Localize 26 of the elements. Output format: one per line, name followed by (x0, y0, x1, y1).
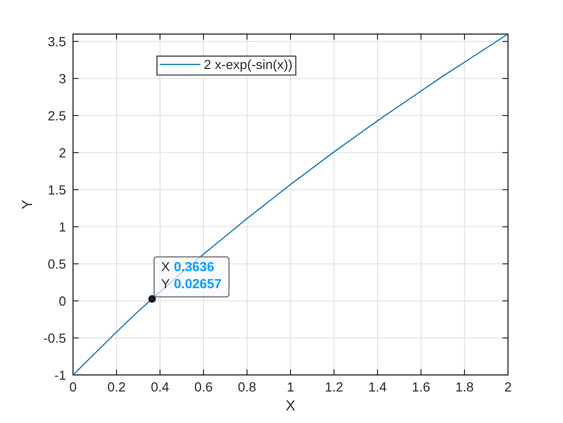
x-axis-title: X (286, 400, 296, 410)
x-tick-label: 1.4 (369, 382, 386, 392)
x-tick-label: 1.6 (412, 382, 430, 392)
y-tick-label: 3.5 (48, 36, 66, 46)
y-tick-label: 2.5 (48, 111, 66, 120)
y-tick-label: 1.5 (48, 185, 66, 195)
annotation: X 0.3636 Y 0.02657 (161, 262, 222, 288)
y-tick-label: 0.5 (48, 259, 66, 269)
y-tick-label: 3 (59, 74, 66, 84)
y-tick-label: 2 (59, 148, 66, 158)
x-tick-label: 1.2 (326, 382, 343, 392)
x-tick-label: 0.8 (238, 382, 256, 392)
y-tick-label: 0 (59, 296, 66, 306)
y-tick-label: -1 (54, 370, 66, 380)
y-tick-label: -0.5 (44, 333, 66, 343)
y-axis-title: Y (22, 200, 32, 210)
line-series (73, 34, 508, 375)
x-tick-label: 0.6 (194, 382, 212, 392)
x-tick-label: 1.8 (456, 382, 474, 392)
x-tick-label: 0.2 (108, 382, 126, 392)
legend-label: 2 x-exp(-sin(x)) (204, 59, 292, 72)
x-tick-label: 1 (288, 382, 294, 392)
y-tick-label: 1 (60, 222, 66, 232)
x-tick-label: 0 (70, 382, 76, 392)
x-tick-label: 2 (504, 382, 511, 392)
x-tick-label: 0.4 (151, 382, 169, 392)
